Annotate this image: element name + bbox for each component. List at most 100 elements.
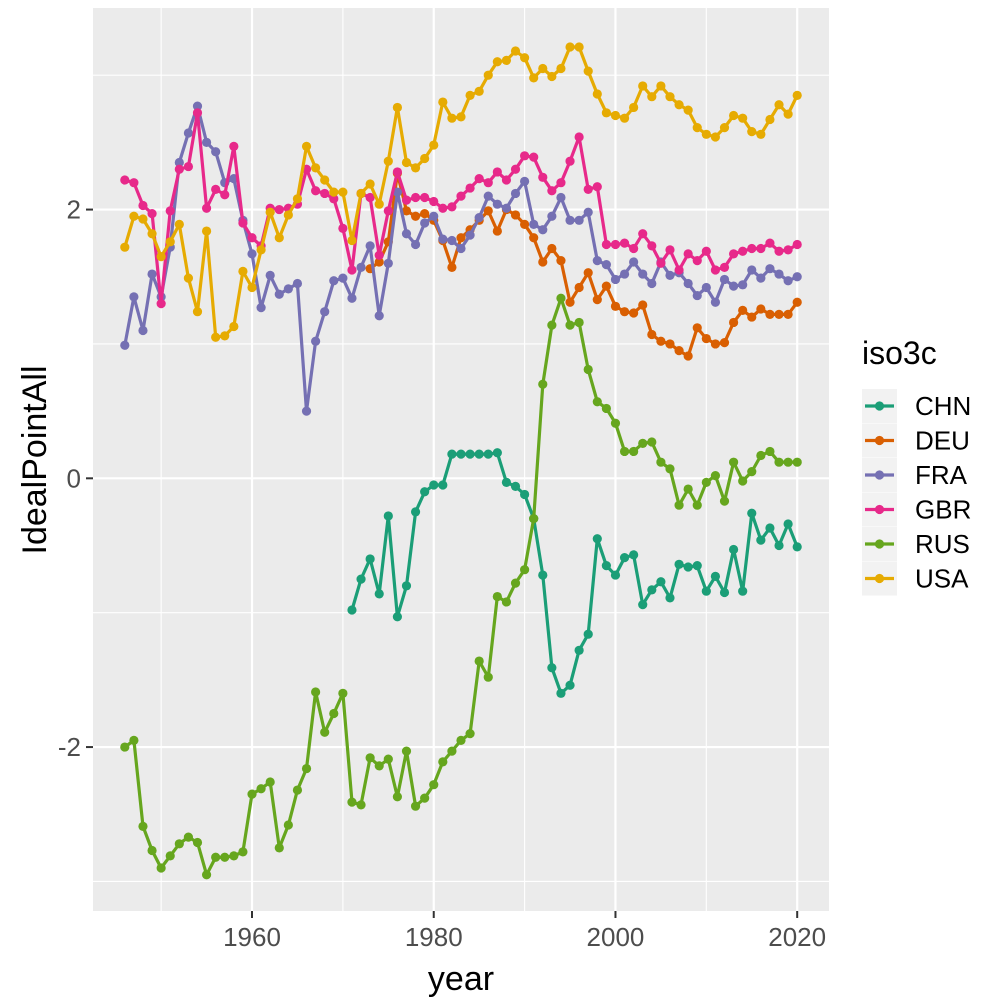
data-point-chn <box>438 480 448 490</box>
data-point-fra <box>747 265 757 275</box>
data-point-gbr <box>201 203 212 213</box>
data-point-usa <box>665 92 675 102</box>
data-point-deu <box>565 297 575 307</box>
data-point-usa <box>747 127 757 137</box>
data-point-chn <box>474 449 484 459</box>
data-point-rus <box>429 780 439 790</box>
data-point-usa <box>401 157 412 168</box>
data-point-fra <box>619 269 630 279</box>
data-point-gbr <box>565 156 575 166</box>
data-point-fra <box>728 281 739 291</box>
data-point-fra <box>211 147 221 157</box>
data-point-chn <box>520 489 530 500</box>
data-point-rus <box>238 847 248 857</box>
data-point-fra <box>474 213 484 223</box>
series-usa <box>120 42 802 342</box>
data-point-usa <box>692 122 702 133</box>
legend-label-usa: USA <box>915 564 969 594</box>
data-point-fra <box>456 243 466 254</box>
data-point-usa <box>510 46 521 56</box>
data-point-gbr <box>665 245 675 255</box>
data-point-usa <box>574 42 584 52</box>
data-point-usa <box>211 332 221 342</box>
data-point-rus <box>138 821 148 831</box>
legend-key-point <box>874 401 885 411</box>
data-point-gbr <box>311 186 321 196</box>
data-point-usa <box>728 110 739 121</box>
data-point-usa <box>165 237 175 247</box>
data-point-deu <box>710 339 721 349</box>
data-point-deu <box>756 304 766 314</box>
data-point-usa <box>338 187 348 197</box>
data-point-usa <box>265 207 275 217</box>
data-point-deu <box>538 257 548 267</box>
legend-item-chn: CHN <box>862 389 971 423</box>
data-point-usa <box>420 153 430 164</box>
data-point-rus <box>647 437 657 447</box>
data-point-chn <box>656 577 666 587</box>
data-point-usa <box>229 321 239 332</box>
data-point-chn <box>610 570 621 580</box>
data-point-rus <box>374 761 384 771</box>
data-point-deu <box>774 309 784 319</box>
data-point-rus <box>129 735 139 745</box>
data-point-gbr <box>174 164 184 174</box>
data-point-usa <box>629 102 639 113</box>
data-point-rus <box>619 446 630 457</box>
data-point-usa <box>147 229 157 239</box>
data-point-gbr <box>529 152 539 162</box>
data-point-gbr <box>401 195 412 205</box>
data-point-rus <box>465 729 475 739</box>
data-point-rus <box>610 418 621 428</box>
data-point-rus <box>520 565 530 575</box>
data-point-fra <box>638 269 648 279</box>
data-point-deu <box>765 309 775 319</box>
data-point-chn <box>347 605 357 615</box>
data-point-deu <box>410 211 421 221</box>
data-point-usa <box>356 188 366 199</box>
series-gbr <box>120 108 802 309</box>
data-point-chn <box>420 487 430 497</box>
data-point-rus <box>401 746 412 756</box>
data-point-chn <box>765 523 775 533</box>
data-point-gbr <box>728 249 739 259</box>
data-point-deu <box>610 301 621 311</box>
data-point-usa <box>774 100 784 110</box>
data-point-deu <box>583 268 593 278</box>
data-point-usa <box>383 156 393 166</box>
legend-key-point <box>874 573 885 584</box>
legend-key-point <box>874 470 885 480</box>
data-point-usa <box>283 210 293 220</box>
data-point-usa <box>301 141 312 152</box>
data-point-fra <box>529 219 539 229</box>
data-point-rus <box>301 763 312 774</box>
data-point-gbr <box>719 262 730 272</box>
legend-item-fra: FRA <box>862 458 968 492</box>
data-point-chn <box>483 449 493 459</box>
data-point-rus <box>165 851 175 861</box>
data-point-fra <box>447 235 457 246</box>
data-point-chn <box>365 554 375 564</box>
data-point-deu <box>747 312 757 322</box>
data-point-rus <box>556 293 566 303</box>
data-point-rus <box>192 837 203 848</box>
data-point-deu <box>374 257 384 267</box>
data-point-gbr <box>238 218 248 228</box>
data-point-deu <box>701 333 711 344</box>
data-point-usa <box>638 81 648 91</box>
data-point-gbr <box>765 238 775 248</box>
data-point-usa <box>656 81 666 91</box>
data-point-fra <box>320 307 330 317</box>
x-tick-label: 2020 <box>768 922 826 952</box>
data-point-gbr <box>229 141 239 152</box>
data-point-usa <box>520 53 530 63</box>
data-point-chn <box>401 581 412 591</box>
data-point-chn <box>601 561 611 571</box>
data-point-fra <box>274 289 284 299</box>
data-point-rus <box>783 457 793 467</box>
data-point-usa <box>201 226 212 236</box>
data-point-gbr <box>420 192 430 203</box>
data-point-usa <box>765 114 775 125</box>
series-chn <box>347 448 802 698</box>
data-point-rus <box>483 672 493 682</box>
